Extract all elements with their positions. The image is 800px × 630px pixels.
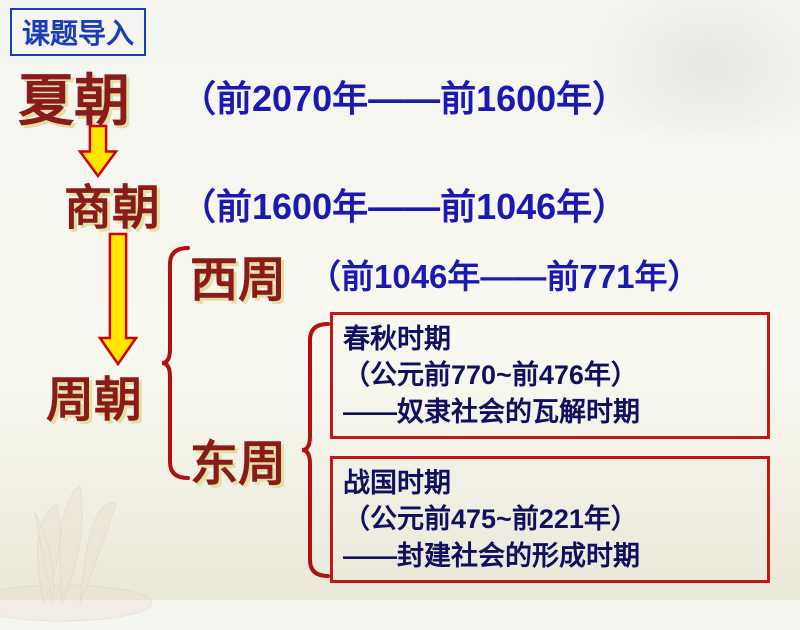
range-xizhou: （前1046年——前771年） <box>308 250 700 298</box>
dynasty-xizhou: 西周 <box>190 240 286 310</box>
range-xia: （前2070年——前1600年） <box>180 70 628 122</box>
period-zhanguo-box: 战国时期 （公元前475~前221年） ——封建社会的形成时期 <box>330 456 770 583</box>
topic-intro-text: 课题导入 <box>22 18 134 49</box>
bracket-dongzhou-split <box>300 320 330 580</box>
period-zhanguo-range: （公元前475~前221年） <box>343 501 757 537</box>
topic-intro-label: 课题导入 <box>10 8 146 56</box>
dynasty-dongzhou: 东周 <box>190 424 286 494</box>
period-chunqiu-desc: ——奴隶社会的瓦解时期 <box>343 394 757 430</box>
period-zhanguo-title: 战国时期 <box>343 465 757 501</box>
period-chunqiu-box: 春秋时期 （公元前770~前476年） ——奴隶社会的瓦解时期 <box>330 312 770 439</box>
period-zhanguo-desc: ——封建社会的形成时期 <box>343 538 757 574</box>
bracket-zhou-split <box>160 244 190 482</box>
period-chunqiu-range: （公元前770~前476年） <box>343 357 757 393</box>
period-chunqiu-title: 春秋时期 <box>343 321 757 357</box>
range-shang: （前1600年——前1046年） <box>180 178 628 230</box>
arrow-xia-to-shang <box>70 124 126 184</box>
arrow-shang-to-zhou <box>90 232 146 372</box>
